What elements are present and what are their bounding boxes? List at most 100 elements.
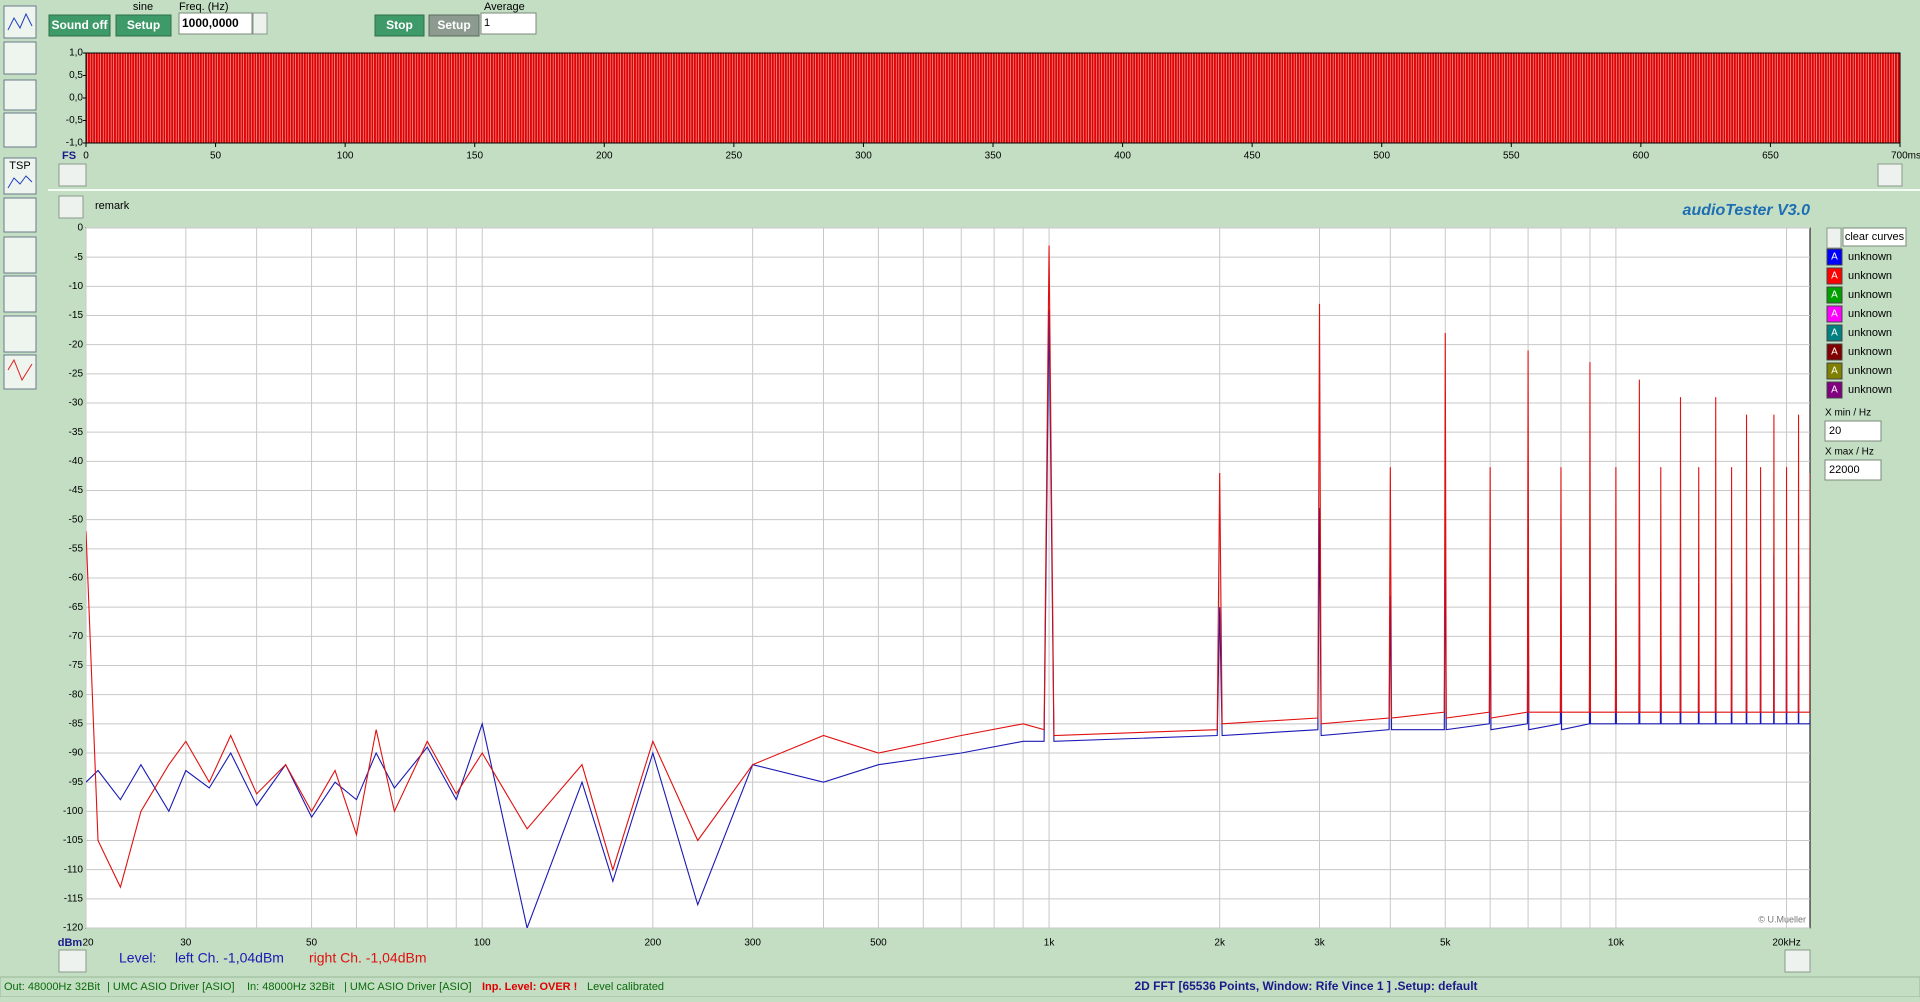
scroll-button[interactable]	[58, 949, 87, 973]
stop-button[interactable]	[374, 14, 425, 37]
y-tick-label: -60	[69, 573, 84, 584]
xmax-value: 22000	[1829, 464, 1860, 476]
level-right: right Ch. -1,04dBm	[309, 950, 427, 966]
x-tick-label: 50	[306, 938, 318, 949]
xmin-input[interactable]	[1824, 420, 1882, 442]
tool-icon[interactable]	[3, 236, 37, 274]
level-label: Level:	[119, 950, 156, 966]
y-tick-label: -75	[69, 660, 84, 671]
x-tick-label: 0	[83, 151, 89, 162]
x-tick-label: 600	[1633, 151, 1650, 162]
setup-button[interactable]	[115, 14, 172, 37]
x-tick-label: 30	[180, 938, 192, 949]
x-tick-label: 1k	[1044, 938, 1056, 949]
y-tick-label: -55	[69, 543, 84, 554]
stop-button-text: Stop	[386, 18, 413, 32]
status-input-level: Inp. Level: OVER !	[482, 981, 577, 993]
curve-color	[1826, 305, 1843, 323]
curve-label: A	[1831, 309, 1838, 320]
curve-color	[1826, 343, 1843, 361]
average-input[interactable]	[480, 12, 537, 35]
tool-icon[interactable]	[3, 41, 37, 75]
x-tick-label: 150	[466, 151, 483, 162]
spectrum-line	[86, 245, 1810, 889]
curve-name: unknown	[1848, 251, 1892, 263]
curve-name: unknown	[1848, 308, 1892, 320]
curve-label: A	[1831, 290, 1838, 301]
x-tick-label: 250	[726, 151, 743, 162]
x-tick-label: 50	[210, 151, 222, 162]
spin-button[interactable]	[1826, 227, 1842, 249]
xmin-value: 20	[1829, 425, 1841, 437]
setup-button-text: Setup	[127, 18, 160, 32]
tool-icon[interactable]	[3, 354, 37, 390]
x-tick-label: 300	[744, 938, 761, 949]
y-tick-label: -1,0	[66, 138, 84, 149]
curve-name: unknown	[1848, 365, 1892, 377]
time-y-unit: FS	[62, 150, 76, 162]
credit: © U.Mueller	[1758, 914, 1806, 924]
x-tick-label: 20	[82, 938, 94, 949]
setup-button-2[interactable]	[428, 14, 480, 37]
fft-chart: 0 -5 -10 -15 -20 -25 -30 -35 -40 -45 -50 -55 -60 -65 -…	[63, 223, 1810, 949]
tool-icon[interactable]	[3, 197, 37, 233]
curve-label: A	[1831, 252, 1838, 263]
waveform	[86, 53, 1900, 143]
x-tick-label: 10k	[1608, 938, 1625, 949]
y-tick-label: -115	[64, 893, 84, 904]
x-tick-label: 500	[1373, 151, 1390, 162]
y-tick-label: -15	[69, 310, 84, 321]
tool-icon[interactable]	[3, 275, 37, 313]
freq-label: Freq. (Hz)	[179, 1, 229, 13]
icon-glyph	[7, 175, 33, 189]
level-left: left Ch. -1,04dBm	[175, 950, 284, 966]
xmax-label: X max / Hz	[1825, 447, 1874, 458]
freq-spinner[interactable]	[252, 12, 268, 35]
tool-icon[interactable]	[3, 315, 37, 353]
y-tick-label: -110	[64, 864, 84, 875]
status-fft-info: 2D FFT [65536 Points, Window: Rife Vince…	[1134, 979, 1477, 993]
clear-button-text: clear curves	[1845, 231, 1905, 243]
x-tick-label: 500	[870, 938, 887, 949]
freq-input[interactable]	[178, 12, 253, 35]
x-tick-label: 650	[1762, 151, 1779, 162]
curve-color	[1826, 267, 1843, 285]
sound-button[interactable]	[48, 14, 111, 37]
x-tick-label: 450	[1244, 151, 1261, 162]
icon-glyph	[7, 12, 33, 31]
scroll-button[interactable]	[58, 163, 87, 187]
x-tick-label: 550	[1503, 151, 1520, 162]
clear-button[interactable]	[1842, 227, 1907, 247]
y-tick-label: -5	[74, 252, 83, 263]
y-tick-label: -120	[63, 923, 83, 934]
spin-button[interactable]	[58, 195, 84, 219]
freq-value: 1000,0000	[182, 16, 239, 30]
status-calibration: Level calibrated	[587, 981, 664, 993]
remark: remark	[95, 200, 130, 212]
curve-label: A	[1831, 271, 1838, 282]
tool-icon[interactable]	[3, 5, 37, 39]
tool-icon[interactable]	[3, 79, 37, 111]
y-tick-label: -35	[69, 427, 84, 438]
y-tick-label: -95	[69, 777, 84, 788]
app-title: audioTester V3.0	[1683, 202, 1811, 219]
y-tick-label: -65	[69, 602, 84, 613]
scroll-button[interactable]	[1877, 163, 1903, 187]
curve-label: A	[1831, 366, 1838, 377]
generator-label: sine	[133, 1, 153, 13]
curve-name: unknown	[1848, 327, 1892, 339]
scroll-button[interactable]	[1784, 949, 1811, 973]
y-tick-label: -10	[69, 281, 84, 292]
tool-icon[interactable]	[3, 157, 37, 195]
tool-icon[interactable]	[3, 112, 37, 148]
setup-button-2-text: Setup	[437, 18, 470, 32]
x-tick-label: 100	[474, 938, 491, 949]
y-tick-label: -100	[63, 806, 83, 817]
x-tick-label: 20kHz	[1772, 938, 1800, 949]
xmax-input[interactable]	[1824, 459, 1882, 481]
icon-glyph	[7, 358, 33, 382]
y-tick-label: -80	[69, 689, 84, 700]
time-chart: FS 1,0 0,5 0,0 -0,5 -1,0 0 50 100 150 200 250 300 35…	[58, 48, 1920, 187]
curve-color	[1826, 381, 1843, 399]
status-in: In: 48000Hz 32Bit	[247, 981, 334, 993]
